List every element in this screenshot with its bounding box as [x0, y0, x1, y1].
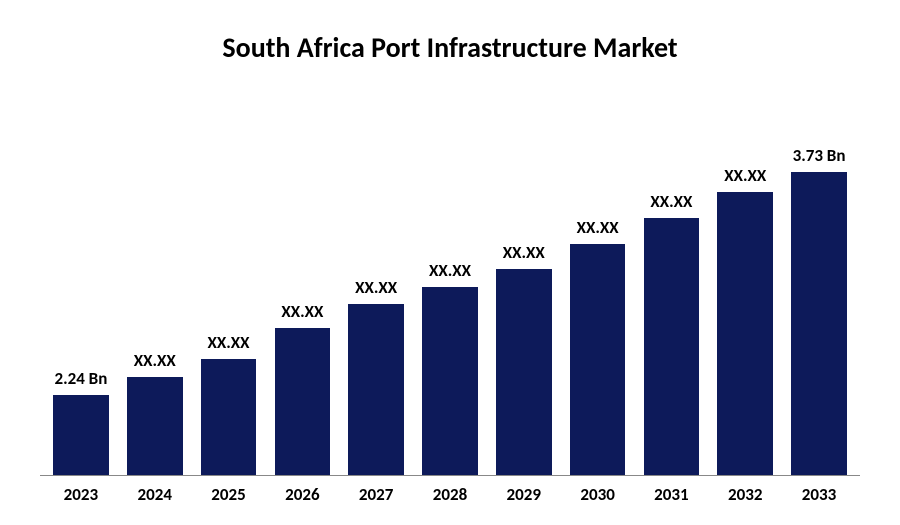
- bar: [717, 192, 773, 475]
- bar-group: XX.XX: [641, 90, 703, 475]
- bar-value-label: XX.XX: [208, 332, 250, 353]
- bar-value-label: 2.24 Bn: [54, 368, 107, 389]
- x-axis-label: 2029: [493, 484, 555, 505]
- bar: [275, 328, 331, 475]
- x-axis-label: 2032: [714, 484, 776, 505]
- bar: [422, 287, 478, 475]
- chart-title: South Africa Port Infrastructure Market: [40, 30, 860, 65]
- x-axis-label: 2027: [345, 484, 407, 505]
- bar: [570, 244, 626, 475]
- bar: [791, 172, 847, 475]
- bar: [348, 304, 404, 475]
- bar-value-label: 3.73 Bn: [793, 145, 846, 166]
- bar-group: 2.24 Bn: [50, 90, 112, 475]
- bar: [201, 359, 257, 475]
- bar-group: XX.XX: [567, 90, 629, 475]
- bar: [127, 377, 183, 475]
- bar-value-label: XX.XX: [355, 277, 397, 298]
- plot-area: 2.24 Bn XX.XX XX.XX XX.XX XX.XX XX.XX XX…: [40, 90, 860, 476]
- bar-value-label: XX.XX: [281, 301, 323, 322]
- bar-group: XX.XX: [493, 90, 555, 475]
- bar: [496, 269, 552, 475]
- chart-container: South Africa Port Infrastructure Market …: [0, 0, 900, 525]
- bar-value-label: XX.XX: [724, 165, 766, 186]
- x-axis-label: 2033: [788, 484, 850, 505]
- x-axis-label: 2031: [641, 484, 703, 505]
- x-axis-label: 2030: [567, 484, 629, 505]
- bar-group: XX.XX: [419, 90, 481, 475]
- bar-group: XX.XX: [198, 90, 260, 475]
- bar-value-label: XX.XX: [650, 191, 692, 212]
- x-axis-label: 2026: [271, 484, 333, 505]
- bar-group: 3.73 Bn: [788, 90, 850, 475]
- x-axis-label: 2024: [124, 484, 186, 505]
- x-axis-label: 2025: [198, 484, 260, 505]
- bar: [53, 395, 109, 475]
- bar-group: XX.XX: [345, 90, 407, 475]
- bar: [644, 218, 700, 475]
- bar-value-label: XX.XX: [429, 260, 471, 281]
- bar-group: XX.XX: [124, 90, 186, 475]
- x-axis-label: 2023: [50, 484, 112, 505]
- bar-group: XX.XX: [271, 90, 333, 475]
- x-axis-label: 2028: [419, 484, 481, 505]
- bar-value-label: XX.XX: [577, 217, 619, 238]
- x-axis: 2023 2024 2025 2026 2027 2028 2029 2030 …: [40, 476, 860, 505]
- bar-value-label: XX.XX: [503, 242, 545, 263]
- bar-group: XX.XX: [714, 90, 776, 475]
- bar-value-label: XX.XX: [134, 350, 176, 371]
